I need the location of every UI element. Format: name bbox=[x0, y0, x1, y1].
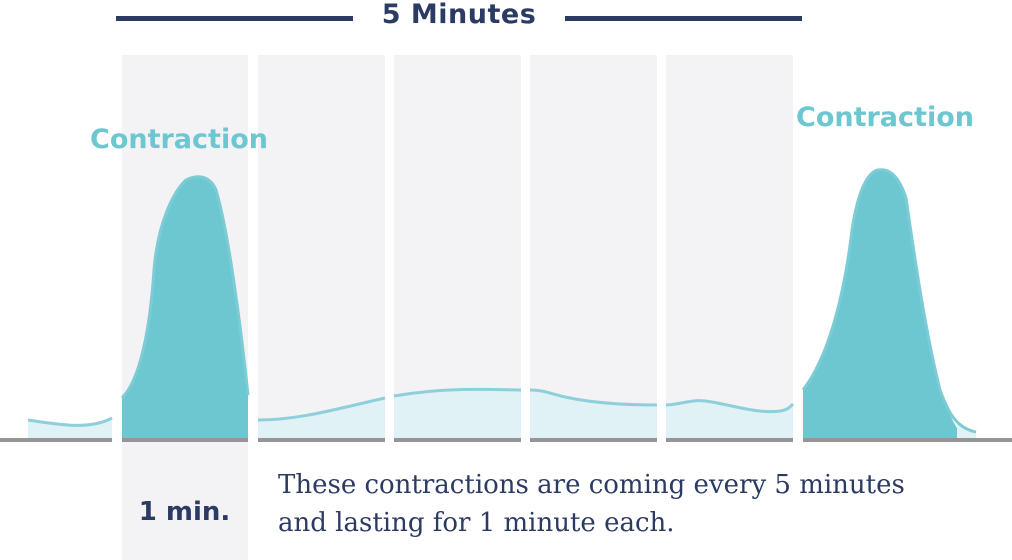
contraction-peak-left bbox=[122, 176, 248, 440]
interval-title: 5 Minutes bbox=[381, 0, 537, 30]
rest-area-4 bbox=[530, 390, 657, 440]
duration-label: 1 min. bbox=[138, 497, 231, 527]
minute-panel-4 bbox=[530, 55, 657, 440]
contraction-peak-right-outline bbox=[801, 168, 977, 434]
rest-area-5 bbox=[666, 400, 793, 440]
baseline-segment bbox=[394, 438, 521, 442]
caption-line-2: and lasting for 1 minute each. bbox=[278, 508, 675, 538]
rest-line-3 bbox=[393, 387, 522, 398]
baseline-segment bbox=[122, 438, 248, 442]
baseline-segment bbox=[0, 438, 112, 442]
baseline-segment bbox=[258, 438, 385, 442]
caption-line-1: These contractions are coming every 5 mi… bbox=[278, 470, 905, 500]
contraction-peak-left-outline bbox=[120, 175, 250, 400]
contraction-peak-right bbox=[803, 169, 957, 440]
rest-line-left bbox=[27, 416, 113, 427]
baseline-segment bbox=[803, 438, 1012, 442]
rest-line-5 bbox=[665, 399, 795, 414]
baseline-segment bbox=[666, 438, 793, 442]
rest-line-4 bbox=[529, 388, 658, 407]
contraction-label-left: Contraction bbox=[90, 124, 268, 155]
rest-line-2 bbox=[257, 396, 386, 422]
duration-bracket-left bbox=[116, 16, 353, 21]
rest-area-2 bbox=[258, 398, 385, 440]
minute-panel-2 bbox=[258, 55, 385, 440]
baseline-segment bbox=[530, 438, 657, 442]
duration-bracket-right bbox=[565, 16, 802, 21]
caption: These contractions are coming every 5 mi… bbox=[278, 466, 1008, 542]
minute-panel-5 bbox=[666, 55, 793, 440]
minute-panel-3 bbox=[394, 55, 521, 440]
rest-area-3 bbox=[394, 389, 521, 440]
contraction-label-right: Contraction bbox=[796, 102, 974, 133]
